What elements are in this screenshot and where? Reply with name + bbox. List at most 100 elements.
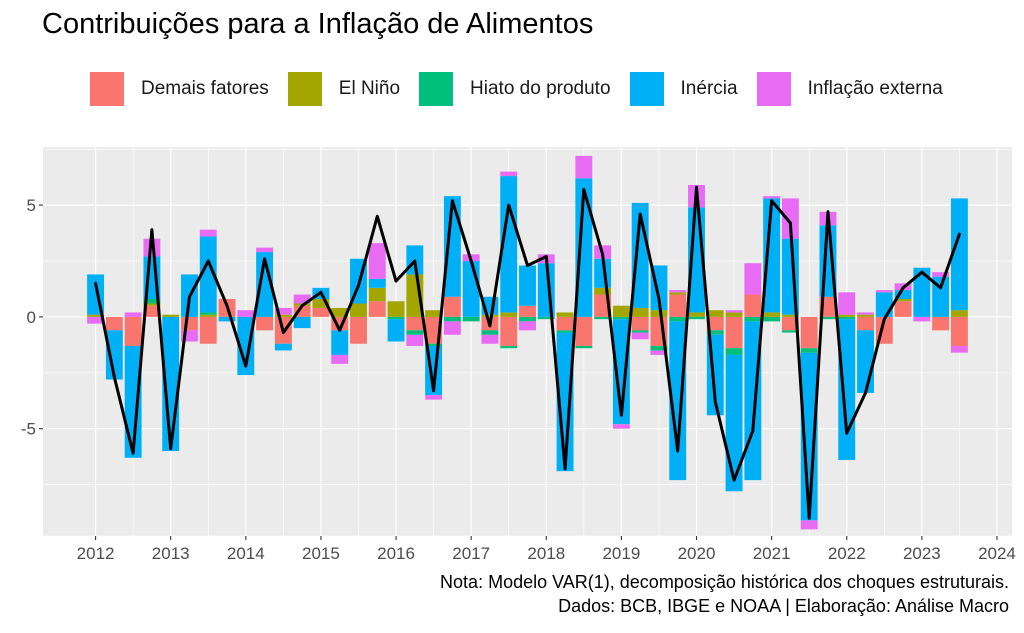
legend-key-demais-fatores <box>88 70 126 108</box>
bar-segment <box>87 314 105 317</box>
bar-segment <box>237 316 255 376</box>
bar-segment <box>425 310 443 317</box>
bar-segment <box>575 155 593 179</box>
bar-segment <box>124 312 142 317</box>
bar-segment <box>537 316 555 320</box>
bar-segment <box>706 330 724 335</box>
bar-segment <box>443 196 461 297</box>
bar-segment <box>913 316 931 322</box>
legend-label: Inércia <box>680 78 738 99</box>
caption-source: Dados: BCB, IBGE e NOAA | Elaboração: An… <box>558 596 1009 616</box>
bar-segment <box>857 330 874 393</box>
legend-label: Demais fatores <box>141 78 269 99</box>
bar-segment <box>838 316 856 320</box>
bar-segment <box>293 305 311 317</box>
bar-segment <box>462 316 480 322</box>
bar-segment <box>274 307 292 315</box>
bar-segment <box>425 395 443 400</box>
bar-segment <box>274 343 292 351</box>
bar-segment <box>725 310 743 313</box>
bar-segment <box>950 198 968 311</box>
bar-segment <box>650 345 668 351</box>
bar-segment <box>894 290 912 300</box>
bar-segment <box>256 247 274 253</box>
bar-segment <box>612 319 630 425</box>
bar-segment <box>932 276 950 317</box>
bar-segment <box>519 316 536 322</box>
bar-segment <box>256 252 274 317</box>
bar-segment <box>143 303 161 306</box>
bar-segment <box>706 316 724 331</box>
bar-segment <box>631 316 649 331</box>
bar-segment <box>312 299 330 308</box>
bar-segment <box>425 343 443 346</box>
bar-segment <box>857 312 874 315</box>
bar-segment <box>331 307 349 317</box>
bar-segment <box>350 303 367 317</box>
x-tick-label: 2018 <box>527 544 565 563</box>
legend-key-inercia <box>627 70 666 108</box>
bar-segment <box>744 294 762 317</box>
bar-segment <box>218 316 236 322</box>
bar-segment <box>124 316 142 346</box>
x-tick-label: 2021 <box>753 544 791 563</box>
bar-segment <box>199 314 217 317</box>
x-tick-label: 2020 <box>678 544 716 563</box>
bar-segment <box>819 316 837 320</box>
bar-segment <box>612 305 630 317</box>
bar-segment <box>781 316 799 331</box>
bar-segment <box>368 243 386 279</box>
bar-segment <box>781 330 799 333</box>
bar-segment <box>631 307 649 317</box>
bar-segment <box>763 312 781 317</box>
bar-segment <box>725 312 743 317</box>
bar-segment <box>500 176 518 313</box>
bar-segment <box>519 321 536 331</box>
bar-segment <box>857 316 874 331</box>
bar-segment <box>725 354 743 492</box>
chart-title: Contribuições para a Inflação de Aliment… <box>42 8 594 40</box>
legend-key-hiato-do-produto <box>417 70 456 108</box>
x-tick-label: 2024 <box>978 544 1016 563</box>
bar-segment <box>950 310 968 317</box>
bar-segment <box>744 316 762 322</box>
bar-segment <box>763 196 781 199</box>
bar-segment <box>368 301 386 317</box>
bar-segment <box>237 310 255 317</box>
bar-segment <box>406 334 424 346</box>
bar-segment <box>519 265 536 306</box>
bar-segment <box>781 198 799 239</box>
bar-segment <box>725 348 743 355</box>
bar-segment <box>688 312 705 317</box>
bar-segment <box>669 292 687 295</box>
x-tick-label: 2014 <box>227 544 265 563</box>
x-tick-label: 2019 <box>602 544 640 563</box>
bar-segment <box>575 345 593 349</box>
bar-segment <box>387 301 405 317</box>
bar-segment <box>368 287 386 302</box>
legend-item-inercia: Inércia <box>627 70 738 108</box>
bar-segment <box>612 316 630 320</box>
bar-segment <box>631 332 649 340</box>
bar-segment <box>669 294 687 317</box>
bar-segment <box>312 307 330 317</box>
bar-segment <box>556 312 574 317</box>
bar-segment <box>143 305 161 317</box>
bar-segment <box>443 316 461 322</box>
x-tick-label: 2022 <box>828 544 866 563</box>
bar-segment <box>932 272 950 277</box>
bar-segment <box>368 278 386 288</box>
bar-segment <box>87 316 105 324</box>
bar-segment <box>406 330 424 335</box>
bar-segment <box>913 267 931 317</box>
bar-segment <box>105 316 123 331</box>
bar-segment <box>575 316 593 346</box>
bar-segment <box>763 198 781 313</box>
bar-segment <box>669 321 687 481</box>
bar-segment <box>293 294 311 304</box>
bar-segment <box>800 316 818 349</box>
food-inflation-line <box>94 185 961 520</box>
bar-segment <box>443 321 461 335</box>
bar-segment <box>519 305 536 317</box>
